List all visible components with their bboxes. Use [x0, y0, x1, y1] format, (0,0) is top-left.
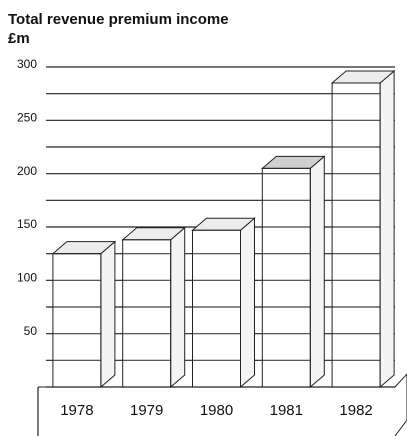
x-tick-label: 1981 — [270, 402, 303, 419]
chart-title: Total revenue premium income — [8, 11, 229, 28]
bar-side — [379, 69, 395, 389]
y-tick-label: 250 — [17, 111, 37, 125]
x-tick-label: 1980 — [200, 402, 233, 419]
axis-box-side — [38, 373, 407, 436]
grid: 50 100 150 200 250 300 — [17, 57, 395, 388]
bar — [331, 82, 381, 388]
chart-subtitle: £m — [8, 30, 30, 47]
bar — [261, 167, 311, 388]
bar — [122, 239, 172, 388]
x-tick-label: 1982 — [339, 402, 372, 419]
y-tick-label: 100 — [17, 271, 37, 285]
bars — [51, 69, 396, 389]
bar-side — [170, 226, 186, 389]
y-tick-label: 200 — [17, 164, 37, 178]
y-tick-label: 50 — [24, 324, 38, 338]
y-tick-label: 150 — [17, 217, 37, 231]
bar-side — [100, 240, 116, 389]
bar-side — [309, 155, 325, 389]
bar-side — [240, 217, 255, 389]
x-tick-label: 1979 — [130, 402, 163, 419]
bar — [52, 253, 102, 388]
bar — [192, 229, 241, 388]
y-tick-label: 300 — [17, 57, 37, 71]
x-tick-label: 1978 — [60, 402, 93, 419]
